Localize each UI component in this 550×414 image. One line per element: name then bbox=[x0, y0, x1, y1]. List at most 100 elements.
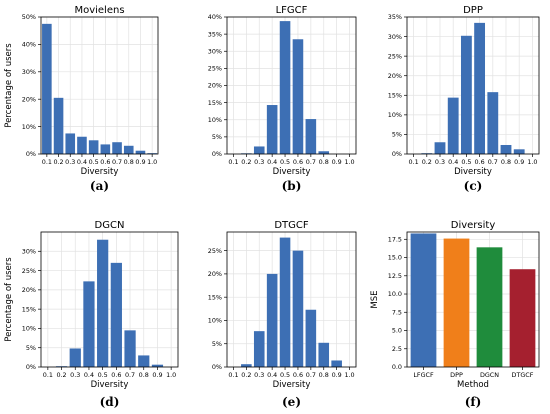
y-tick-label: 20% bbox=[208, 82, 222, 90]
plot-frame bbox=[40, 231, 179, 368]
chart-title: DGCN bbox=[95, 220, 125, 231]
x-tick-label: 0.4 bbox=[267, 371, 277, 379]
y-tick-label: 20% bbox=[22, 95, 36, 103]
bar-0.7 bbox=[112, 142, 122, 154]
bar-0.4 bbox=[83, 281, 95, 367]
plot-frame bbox=[226, 231, 357, 368]
bar-0.4 bbox=[266, 105, 278, 154]
bar-0.6 bbox=[100, 144, 111, 154]
chart-panel-c: 0% 5% 10% 15% 20% 25% 30% 35% 0.1 0.2 0.3 0.4 0.5 0.6… bbox=[388, 5, 540, 193]
y-tick-label: 0% bbox=[212, 150, 222, 158]
y-tick-label: 5.0 bbox=[392, 327, 402, 335]
bar-0.2 bbox=[53, 97, 64, 154]
x-tick-label: 0.8 bbox=[319, 371, 329, 379]
panel-caption: (f) bbox=[465, 395, 482, 409]
y-tick-label: 0% bbox=[26, 150, 36, 158]
bar-0.2 bbox=[241, 364, 252, 367]
x-tick-label: 1.0 bbox=[527, 158, 537, 166]
y-tick-label: 20% bbox=[22, 286, 36, 294]
bar-0.8 bbox=[318, 151, 330, 154]
bar-0.6 bbox=[292, 39, 304, 155]
x-axis-label: Diversity bbox=[273, 167, 311, 177]
y-tick-label: 35% bbox=[388, 13, 402, 21]
y-tick-label: 10% bbox=[22, 325, 36, 333]
y-tick-label: 50% bbox=[22, 13, 36, 21]
y-tick-label: 30% bbox=[22, 247, 36, 255]
x-tick-label: 0.9 bbox=[152, 371, 162, 379]
bar-0.8 bbox=[123, 145, 134, 154]
panel-caption: (e) bbox=[282, 395, 301, 409]
x-tick-label: DPP bbox=[450, 371, 463, 379]
x-tick-label: 0.1 bbox=[409, 158, 419, 166]
y-tick-label: 15% bbox=[208, 293, 222, 301]
x-tick-label: 0.9 bbox=[514, 158, 524, 166]
y-tick-label: 15% bbox=[208, 99, 222, 107]
x-tick-label: 0.9 bbox=[135, 158, 145, 166]
plot-frame bbox=[406, 231, 540, 368]
bar-0.3 bbox=[69, 348, 81, 367]
y-tick-label: 10% bbox=[208, 317, 222, 325]
y-tick-label: 10% bbox=[388, 111, 402, 119]
y-axis-label: Percentage of users bbox=[4, 257, 14, 342]
bar-0.5 bbox=[97, 239, 109, 367]
bar-0.3 bbox=[434, 142, 446, 154]
chart-title: Movielens bbox=[74, 5, 124, 16]
panel-caption: (b) bbox=[282, 179, 302, 193]
panel-caption: (a) bbox=[90, 179, 109, 193]
panel-caption: (d) bbox=[100, 395, 120, 409]
y-tick-label: 20% bbox=[388, 72, 402, 80]
y-tick-label: 0% bbox=[212, 363, 222, 371]
x-axis-label: Diversity bbox=[91, 380, 129, 390]
x-tick-label: 0.1 bbox=[43, 371, 53, 379]
x-tick-label: 0.5 bbox=[89, 158, 99, 166]
y-tick-label: 5% bbox=[212, 340, 222, 348]
x-tick-label: 0.2 bbox=[241, 371, 251, 379]
bar-0.5 bbox=[88, 140, 99, 154]
y-tick-label: 12.5 bbox=[388, 272, 402, 280]
bar-0.6 bbox=[110, 262, 122, 367]
x-tick-label: 0.1 bbox=[228, 371, 238, 379]
y-tick-label: 25% bbox=[388, 52, 402, 60]
bar-LFGCF bbox=[410, 233, 437, 367]
bar-0.3 bbox=[253, 331, 265, 367]
bar-0.9 bbox=[135, 150, 146, 154]
bar-DPP bbox=[443, 238, 470, 367]
x-tick-label: 0.2 bbox=[241, 158, 251, 166]
x-axis-label: Diversity bbox=[454, 167, 492, 177]
y-tick-label: 25% bbox=[22, 267, 36, 275]
y-tick-label: 5% bbox=[392, 131, 402, 139]
y-axis-label: MSE bbox=[370, 290, 380, 308]
bar-0.3 bbox=[253, 146, 265, 154]
x-tick-label: 0.7 bbox=[112, 158, 122, 166]
plot-frame bbox=[40, 16, 159, 155]
y-tick-label: 25% bbox=[208, 65, 222, 73]
x-tick-label: 0.4 bbox=[267, 158, 277, 166]
x-tick-label: 1.0 bbox=[166, 371, 176, 379]
y-tick-label: 40% bbox=[22, 41, 36, 49]
bar-0.7 bbox=[124, 330, 136, 367]
x-tick-label: 0.8 bbox=[139, 371, 149, 379]
y-tick-label: 15% bbox=[388, 91, 402, 99]
y-tick-label: 10% bbox=[208, 116, 222, 124]
y-tick-label: 0% bbox=[26, 363, 36, 371]
x-tick-label: 0.6 bbox=[111, 371, 121, 379]
x-tick-label: 0.8 bbox=[124, 158, 134, 166]
y-tick-label: 15% bbox=[22, 305, 36, 313]
bar-0.5 bbox=[460, 35, 472, 154]
bar-DTGCF bbox=[509, 269, 536, 367]
bar-0.4 bbox=[266, 273, 278, 367]
x-tick-label: 0.8 bbox=[501, 158, 511, 166]
bar-0.1 bbox=[42, 23, 52, 154]
x-tick-label: 0.6 bbox=[293, 158, 303, 166]
x-tick-label: LFGCF bbox=[413, 371, 434, 379]
x-tick-label: 0.6 bbox=[475, 158, 485, 166]
y-tick-label: 10% bbox=[22, 123, 36, 131]
bar-0.9 bbox=[331, 360, 342, 367]
y-tick-label: 20% bbox=[208, 270, 222, 278]
y-tick-label: 25% bbox=[208, 247, 222, 255]
chart-title: Diversity bbox=[451, 220, 496, 231]
plot-frame bbox=[406, 16, 540, 155]
x-tick-label: DGCN bbox=[480, 371, 499, 379]
bar-0.7 bbox=[487, 92, 499, 154]
